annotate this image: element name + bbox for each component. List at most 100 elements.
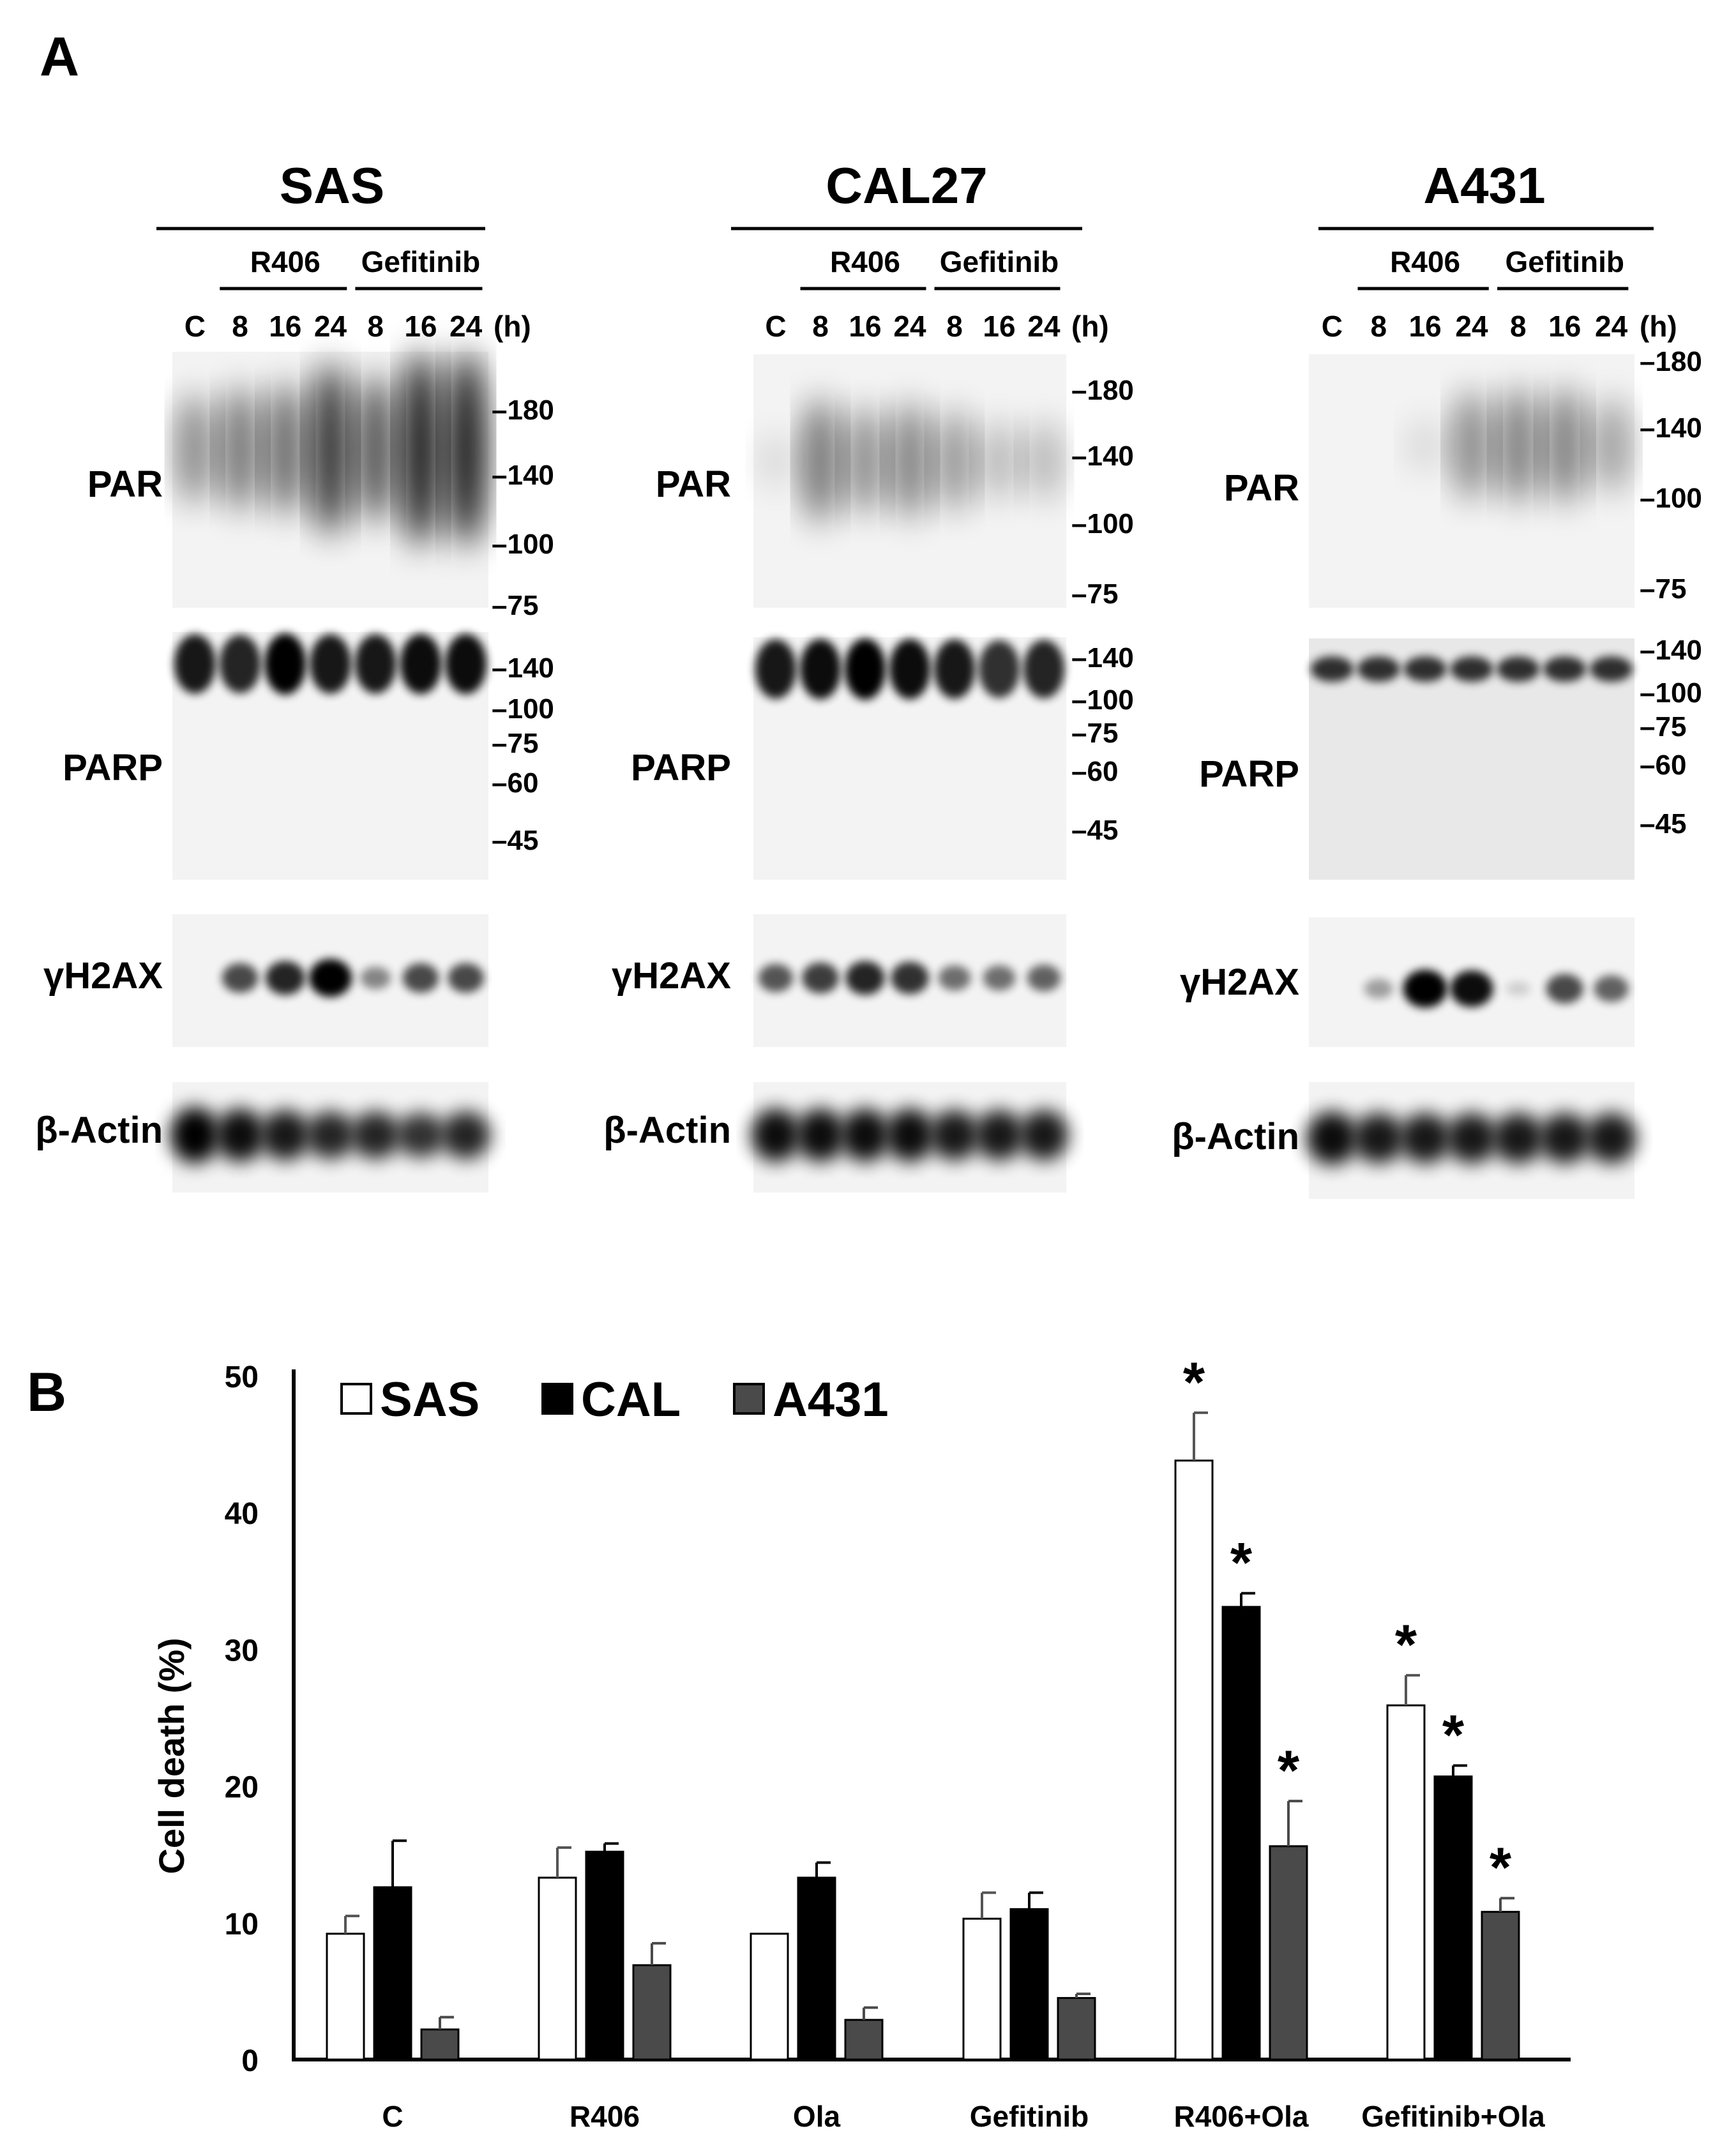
significance-star: * (1395, 1613, 1417, 1676)
h2ax-band (1027, 964, 1061, 991)
lane-label: 16 (1409, 310, 1442, 343)
cell-line-title: A431 (1423, 157, 1545, 214)
actin-band (215, 1108, 265, 1162)
mw-marker: –140 (1071, 441, 1134, 472)
row-label: PARP (63, 747, 163, 788)
parp-band (400, 633, 442, 695)
bar-sas-2 (750, 1932, 789, 2061)
lane-label: C (185, 310, 206, 343)
mw-marker: –60 (1071, 756, 1118, 787)
treatment-group-label: Gefitinib (1505, 245, 1624, 278)
par-band (446, 352, 485, 546)
mw-marker: –180 (1640, 346, 1702, 377)
parp-band (1497, 656, 1540, 682)
mw-marker: –180 (1071, 375, 1134, 406)
h2ax-band (758, 963, 794, 992)
bar-sas-4 (1174, 1459, 1214, 2061)
parp-band (755, 639, 797, 699)
h2ax-band (1450, 970, 1493, 1007)
parp-band (309, 634, 352, 694)
row-label: β-Actin (35, 1110, 163, 1151)
actin-band (751, 1108, 801, 1162)
parp-band (1023, 640, 1065, 698)
x-category-label: R406 (570, 2100, 640, 2133)
legend-label-a431: A431 (773, 1373, 889, 1427)
legend-swatch-cal (541, 1383, 573, 1415)
par-band (891, 402, 929, 520)
treatment-group-label: Gefitinib (361, 245, 481, 278)
par-band (980, 421, 1018, 501)
parp-band (1357, 656, 1400, 682)
time-unit-label: (h) (1640, 310, 1677, 343)
actin-band (1539, 1113, 1590, 1164)
bar-a431-0 (420, 2028, 460, 2061)
y-axis-title: Cell death (%) (151, 1638, 192, 1874)
actin-band (1353, 1113, 1405, 1164)
actin-band (170, 1107, 220, 1164)
legend-label-sas: SAS (380, 1373, 479, 1427)
time-unit-label: (h) (1071, 310, 1109, 343)
significance-star: * (1230, 1531, 1253, 1594)
bar-sas-3 (962, 1917, 1002, 2061)
bar-a431-3 (1057, 1997, 1096, 2061)
h2ax-band (308, 959, 352, 997)
bar-cal-2 (797, 1876, 836, 2061)
y-tick-label: 20 (225, 1771, 259, 1805)
lane-label: 16 (269, 310, 301, 343)
mw-marker: –140 (492, 652, 554, 684)
mw-marker: –100 (492, 693, 554, 725)
lane-label: 24 (893, 310, 926, 343)
bar-series: * * * * * * (326, 1350, 1520, 2061)
legend-swatch-a431 (733, 1383, 765, 1415)
lane-label: 24 (314, 310, 347, 343)
bar-cal-0 (373, 1886, 412, 2061)
significance-star: * (1442, 1703, 1465, 1766)
treatment-group-label: Gefitinib (940, 245, 1059, 278)
lane-label: 24 (1455, 310, 1488, 343)
h2ax-band (1594, 975, 1629, 1002)
row-label: PAR (1224, 467, 1299, 509)
mw-marker: –45 (1640, 808, 1686, 840)
bar-cal-4 (1221, 1606, 1261, 2061)
bar-a431-1 (632, 1964, 672, 2061)
mw-marker: –45 (1071, 815, 1118, 846)
parp-band (1450, 656, 1493, 682)
actin-band (305, 1111, 356, 1159)
mw-marker: –60 (1640, 750, 1686, 781)
actin-band (351, 1111, 401, 1159)
row-label: γH2AX (43, 955, 163, 997)
bar-sas-0 (326, 1932, 365, 2061)
lane-label: 24 (449, 310, 483, 343)
chart-legend: SAS CAL A431 (340, 1373, 889, 1427)
h2ax-band (983, 965, 1016, 991)
parp-band (264, 633, 306, 695)
mw-marker: –140 (492, 460, 554, 491)
mw-marker: –140 (1640, 635, 1702, 666)
parp-band (889, 638, 931, 700)
h2ax-band (448, 963, 484, 993)
actin-band (840, 1108, 890, 1162)
bar-a431-4 (1269, 1845, 1308, 2061)
row-label: PAR (656, 463, 731, 505)
lane-label: 16 (849, 310, 881, 343)
actin-band (930, 1110, 979, 1161)
actin-band (396, 1112, 446, 1158)
actin-band (1400, 1113, 1451, 1164)
par-band (1591, 398, 1631, 493)
parp-band (1590, 656, 1633, 682)
actin-band (885, 1108, 935, 1162)
par-band (311, 363, 350, 535)
bar-sas-5 (1386, 1704, 1426, 2061)
row-label: γH2AX (1180, 961, 1299, 1003)
mw-marker: –100 (1071, 508, 1134, 539)
bar-chart: 0 10 20 30 40 50 Cell death (%) * * * * * * C R406 O… (151, 1350, 1571, 2133)
h2ax-band (938, 965, 971, 991)
treatment-group-label: R406 (1390, 245, 1460, 278)
actin-band (1585, 1113, 1637, 1164)
x-axis-categories: C R406 Ola Gefitinib R406+Ola Gefitinib+Ola (382, 2100, 1545, 2133)
mw-marker: –75 (1071, 718, 1118, 749)
par-band (935, 410, 974, 512)
significance-star: * (1278, 1738, 1300, 1802)
actin-band (1492, 1113, 1544, 1164)
row-label: PARP (1199, 753, 1299, 795)
